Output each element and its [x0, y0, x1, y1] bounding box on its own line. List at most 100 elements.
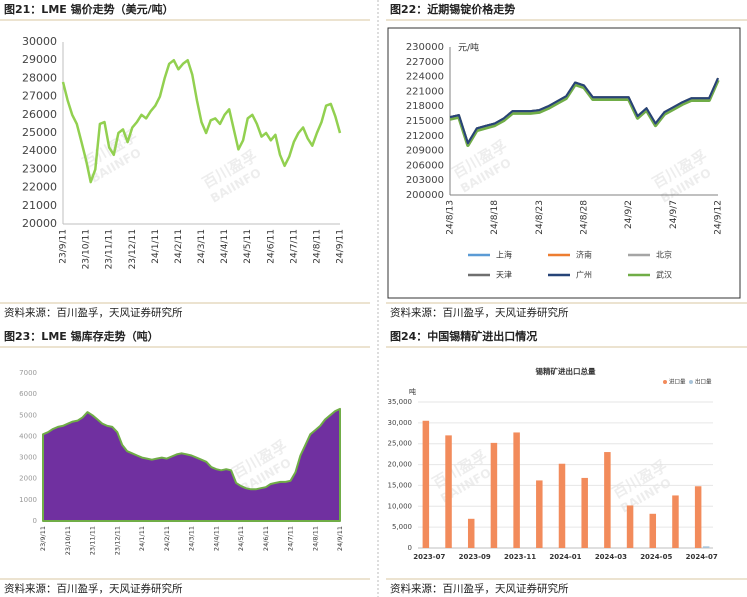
x-tick-label: 24/5/11 — [243, 229, 253, 264]
y-tick-label: 7000 — [19, 369, 37, 377]
y-tick-label: 30000 — [22, 35, 57, 48]
figure-source: 资料来源：百川盈孚，天风证券研究所 — [4, 306, 183, 319]
y-tick-label: 209000 — [406, 146, 444, 157]
y-unit: 元/吨 — [458, 42, 479, 54]
x-tick-label: 24/1/11 — [151, 229, 161, 264]
x-tick-label: 24/2/11 — [174, 229, 184, 264]
chart-frame — [387, 27, 741, 299]
figure-source: 资料来源：百川盈孚，天风证券研究所 — [390, 582, 569, 595]
x-tick-label: 2024-03 — [595, 553, 627, 561]
x-tick-label: 23/12/11 — [113, 526, 121, 555]
y-tick-label: 6000 — [19, 390, 37, 398]
x-tick-label: 24/6/11 — [266, 229, 276, 264]
legend-label: 进口量 — [669, 378, 686, 386]
y-tick-label: 29000 — [22, 53, 57, 66]
y-tick-label: 24000 — [22, 144, 57, 157]
x-tick-label: 2023-07 — [413, 553, 445, 561]
legend-swatch — [689, 380, 693, 384]
bar — [694, 486, 702, 548]
bar — [581, 477, 588, 548]
line — [449, 79, 720, 147]
legend-label: 出口量 — [695, 378, 712, 386]
x-tick-label: 2023-11 — [504, 553, 536, 561]
x-tick-label: 24/3/11 — [188, 526, 196, 551]
y-tick-label: 227000 — [406, 57, 444, 68]
bar — [702, 546, 710, 548]
legend-label: 济南 — [576, 250, 592, 260]
legend-label: 北京 — [656, 250, 672, 260]
y-unit: 吨 — [409, 387, 416, 396]
x-tick-label: 2024-01 — [549, 553, 581, 561]
legend-label: 广州 — [576, 270, 592, 280]
y-tick-label: 30,000 — [388, 419, 413, 427]
x-tick-label: 24/4/11 — [220, 229, 230, 264]
line — [449, 77, 719, 145]
y-tick-label: 25000 — [22, 126, 57, 139]
x-tick-label: 23/10/11 — [82, 229, 92, 269]
bar — [649, 513, 657, 548]
x-tick-label: 2023-09 — [459, 553, 491, 561]
x-tick-label: 24/8/11 — [311, 526, 319, 551]
x-tick-label: 24/3/11 — [197, 229, 207, 264]
bar — [558, 463, 566, 548]
y-tick-label: 35,000 — [388, 398, 413, 406]
y-tick-label: 218000 — [406, 101, 444, 112]
y-tick-label: 221000 — [406, 86, 444, 97]
legend-swatch — [663, 380, 667, 384]
x-tick-label: 24/7/11 — [287, 526, 295, 551]
figure-caption: 图24：中国锡精矿进出口情况 — [390, 329, 537, 343]
chart-title: 锡精矿进出口总量 — [536, 366, 596, 376]
x-tick-label: 24/9/7 — [669, 200, 679, 229]
y-tick-label: 0 — [33, 517, 37, 525]
legend-label: 武汉 — [656, 270, 672, 280]
bar — [536, 480, 543, 548]
bar — [422, 420, 430, 548]
figure-caption: 图22：近期锡锭价格走势 — [390, 2, 515, 16]
x-tick-label: 24/8/11 — [312, 229, 322, 264]
x-tick-label: 24/9/12 — [714, 200, 724, 235]
y-tick-label: 25,000 — [388, 440, 413, 448]
area — [42, 407, 341, 522]
bar — [490, 442, 498, 548]
x-tick-label: 2024-05 — [640, 553, 672, 561]
x-tick-label: 23/9/11 — [39, 526, 47, 551]
y-tick-label: 20,000 — [388, 461, 413, 469]
bar — [467, 518, 475, 548]
bar — [604, 452, 611, 548]
figure-caption: 图23：LME 锡库存走势（吨） — [4, 329, 159, 343]
y-tick-label: 15,000 — [388, 481, 413, 489]
y-tick-label: 22000 — [22, 181, 57, 194]
x-tick-label: 24/9/2 — [624, 200, 634, 229]
y-tick-label: 0 — [408, 544, 412, 552]
y-tick-label: 4000 — [19, 432, 37, 440]
x-tick-label: 24/8/13 — [446, 200, 456, 235]
y-tick-label: 10,000 — [388, 502, 413, 510]
x-tick-label: 24/9/11 — [336, 526, 344, 551]
x-tick-label: 23/9/11 — [59, 229, 69, 264]
y-tick-label: 5,000 — [392, 523, 412, 531]
x-tick-label: 24/8/23 — [535, 200, 545, 235]
x-tick-label: 24/8/18 — [490, 200, 500, 235]
x-tick-label: 23/11/11 — [89, 526, 97, 555]
x-tick-label: 23/12/11 — [128, 229, 138, 269]
x-tick-label: 23/11/11 — [105, 229, 115, 269]
y-tick-label: 215000 — [406, 116, 444, 127]
y-tick-label: 26000 — [22, 108, 57, 121]
bar — [513, 432, 520, 548]
x-tick-label: 24/2/11 — [163, 526, 171, 551]
bar — [626, 505, 634, 548]
y-tick-label: 230000 — [406, 42, 444, 53]
y-tick-label: 224000 — [406, 72, 444, 83]
y-tick-label: 23000 — [22, 162, 57, 175]
y-tick-label: 206000 — [406, 160, 444, 171]
y-tick-label: 203000 — [406, 175, 444, 186]
y-tick-label: 20000 — [22, 217, 57, 230]
y-tick-label: 5000 — [19, 411, 37, 419]
bar — [445, 435, 452, 548]
y-tick-label: 21000 — [22, 199, 57, 212]
x-tick-label: 24/4/11 — [212, 526, 220, 551]
x-tick-label: 24/8/28 — [580, 200, 590, 235]
x-tick-label: 24/1/11 — [138, 526, 146, 551]
y-tick-label: 200000 — [406, 190, 444, 201]
